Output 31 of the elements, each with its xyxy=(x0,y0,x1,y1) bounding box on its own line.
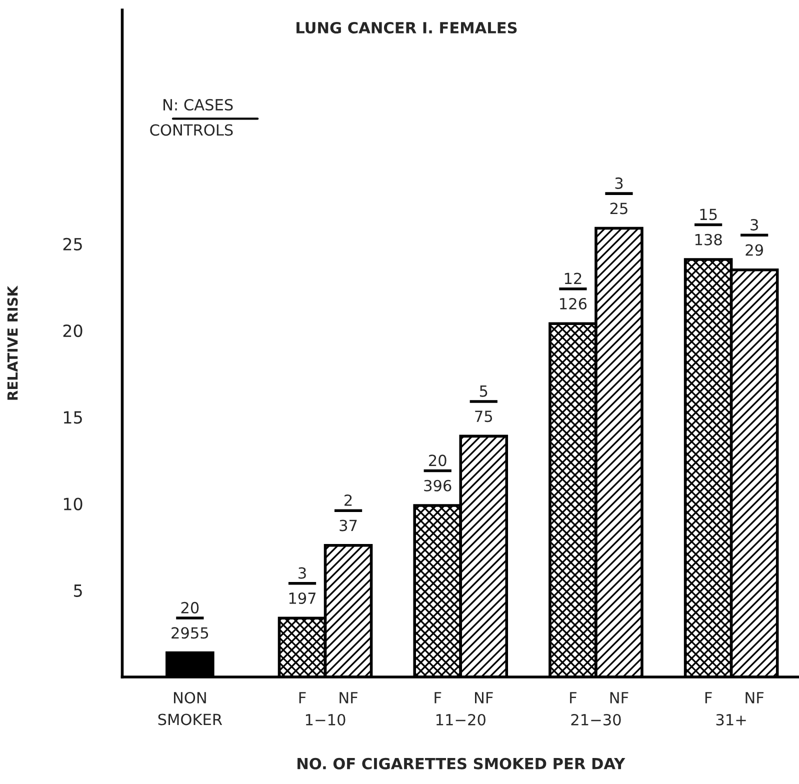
annotation: 3 25 xyxy=(610,177,628,214)
text: NF xyxy=(746,692,764,704)
text: NF xyxy=(610,692,628,704)
annotation: 15 138 xyxy=(695,208,722,246)
y-tick-label: 15 xyxy=(64,411,82,424)
series-label: F xyxy=(299,692,306,704)
x-tick-label: 31+ xyxy=(716,714,746,726)
annotation: 20 2955 xyxy=(172,602,208,639)
annotation: 12 126 xyxy=(560,272,587,310)
text: F xyxy=(570,692,576,704)
x-tick-label: 1−10 xyxy=(306,714,346,726)
y-tick-label: 20 xyxy=(63,324,82,338)
y-axis-title: RELATIVE RISK xyxy=(7,286,18,400)
annotation: 3 197 xyxy=(289,567,316,604)
annotation: 20 396 xyxy=(424,454,452,492)
text: F xyxy=(434,692,442,704)
y-tick-label: 25 xyxy=(63,238,82,250)
x-tick-label: 21−30 xyxy=(571,714,621,726)
annotation: 5 75 xyxy=(475,386,492,422)
annotation: 2 37 xyxy=(340,494,357,532)
y-tick-label: 10 xyxy=(64,498,82,510)
x-tick-label: NON SMOKER xyxy=(158,692,222,726)
series-label: NF xyxy=(340,692,358,704)
x-tick-label: 11−20 xyxy=(436,714,486,726)
annotation: N: CASES CONTROLS xyxy=(150,98,233,136)
x-axis-title: NO. OF CIGARETTES SMOKED PER DAY xyxy=(298,758,626,770)
text: F xyxy=(705,692,712,704)
y-tick-label: 5 xyxy=(74,584,82,597)
text: LUNG CANCER I. FEMALES xyxy=(296,22,517,34)
text: NF xyxy=(475,692,493,704)
annotation: 3 29 xyxy=(746,219,763,256)
